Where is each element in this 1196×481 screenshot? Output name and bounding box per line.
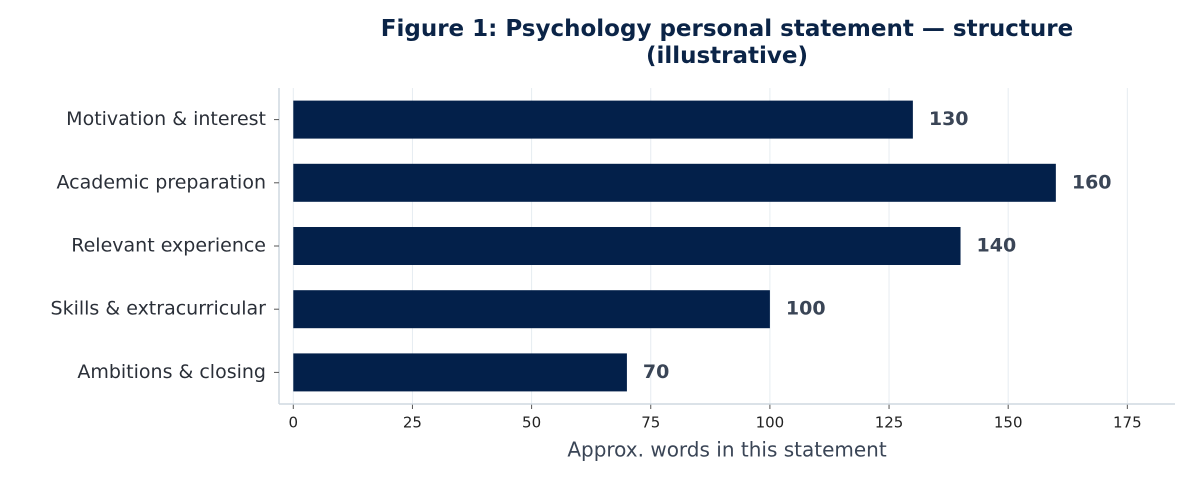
bar bbox=[293, 290, 770, 329]
x-tick-label: 125 bbox=[875, 414, 904, 432]
x-tick-label: 25 bbox=[403, 414, 422, 432]
value-label: 140 bbox=[977, 235, 1017, 257]
y-tick-label: Relevant experience bbox=[71, 235, 266, 257]
y-tick-label: Skills & extracurricular bbox=[51, 298, 267, 320]
value-label: 130 bbox=[929, 108, 969, 130]
bar bbox=[293, 163, 1056, 202]
x-tick-label: 150 bbox=[994, 414, 1023, 432]
value-label: 100 bbox=[786, 298, 826, 320]
x-tick-label: 50 bbox=[522, 414, 541, 432]
y-tick-label: Academic preparation bbox=[57, 171, 266, 193]
value-label: 70 bbox=[643, 361, 669, 383]
value-label: 160 bbox=[1072, 171, 1112, 193]
y-tick-label: Motivation & interest bbox=[66, 108, 266, 130]
chart-title: Figure 1: Psychology personal statement … bbox=[380, 16, 1074, 69]
y-tick-label: Ambitions & closing bbox=[77, 361, 266, 383]
x-tick-label: 0 bbox=[289, 414, 299, 432]
x-tick-label: 175 bbox=[1113, 414, 1142, 432]
x-tick-label: 75 bbox=[641, 414, 660, 432]
x-axis-label: Approx. words in this statement bbox=[567, 438, 887, 462]
bar bbox=[293, 227, 961, 265]
bar bbox=[293, 100, 913, 139]
bar bbox=[293, 353, 627, 392]
x-tick-label: 100 bbox=[756, 414, 785, 432]
